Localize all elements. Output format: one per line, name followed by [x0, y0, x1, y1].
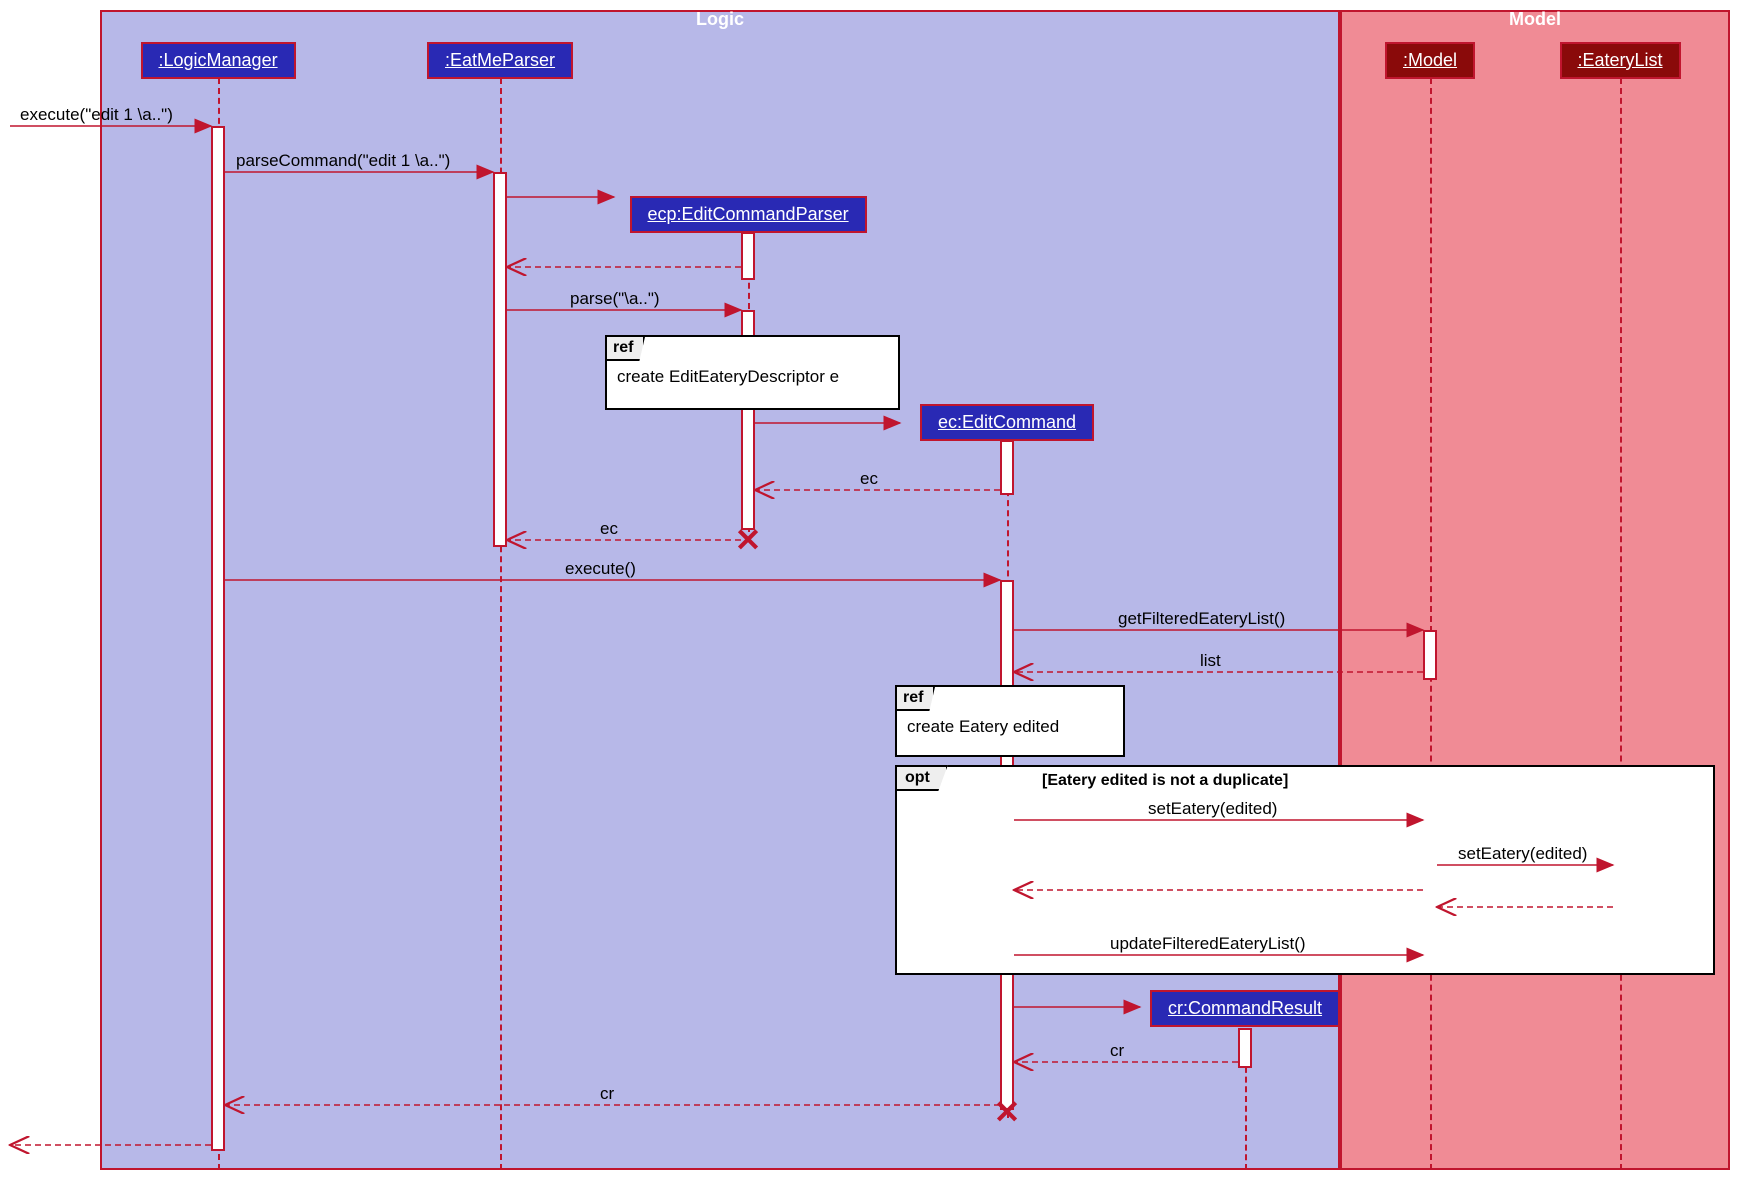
participant-eateryList: :EateryList — [1560, 42, 1681, 79]
message-label-8: execute() — [565, 559, 636, 579]
opt-tag: opt — [895, 765, 948, 791]
lifeline-model — [1430, 78, 1432, 1170]
activation-0 — [211, 126, 225, 1151]
ref-frame-0: refcreate EditEateryDescriptor e — [605, 335, 900, 410]
activation-6 — [1423, 630, 1437, 680]
participant-ec: ec:EditCommand — [920, 404, 1094, 441]
participant-eatMeParser: :EatMeParser — [427, 42, 573, 79]
message-label-18: cr — [600, 1084, 614, 1104]
ref-frame-1: refcreate Eatery edited — [895, 685, 1125, 757]
message-label-7: ec — [600, 519, 618, 539]
activation-10 — [1238, 1028, 1252, 1068]
sequence-diagram: Logic Model :LogicManager:EatMeParserecp… — [0, 0, 1748, 1197]
region-model: Model — [1340, 10, 1730, 1170]
message-label-4: parse("\a..") — [570, 289, 660, 309]
participant-model: :Model — [1385, 42, 1475, 79]
activation-4 — [1000, 440, 1014, 495]
message-label-10: list — [1200, 651, 1221, 671]
message-label-15: updateFilteredEateryList() — [1110, 934, 1306, 954]
participant-logicManager: :LogicManager — [141, 42, 296, 79]
message-label-1: parseCommand("edit 1 \a..") — [236, 151, 450, 171]
destroy-0: ✕ — [735, 521, 762, 559]
message-label-11: setEatery(edited) — [1148, 799, 1277, 819]
participant-cr: cr:CommandResult — [1150, 990, 1340, 1027]
message-label-0: execute("edit 1 \a..") — [20, 105, 173, 125]
region-model-title: Model — [1501, 9, 1569, 30]
message-label-17: cr — [1110, 1041, 1124, 1061]
activation-2 — [741, 232, 755, 280]
message-label-6: ec — [860, 469, 878, 489]
destroy-1: ✕ — [994, 1093, 1021, 1131]
lifeline-eateryList — [1620, 78, 1622, 1170]
ref-content: create EditEateryDescriptor e — [607, 337, 898, 395]
opt-guard: [Eatery edited is not a duplicate] — [1042, 772, 1288, 790]
message-label-9: getFilteredEateryList() — [1118, 609, 1285, 629]
ref-tag: ref — [895, 685, 935, 711]
region-logic-title: Logic — [688, 9, 752, 30]
ref-tag: ref — [605, 335, 645, 361]
activation-1 — [493, 172, 507, 547]
message-label-12: setEatery(edited) — [1458, 844, 1587, 864]
participant-ecp: ecp:EditCommandParser — [630, 196, 867, 233]
